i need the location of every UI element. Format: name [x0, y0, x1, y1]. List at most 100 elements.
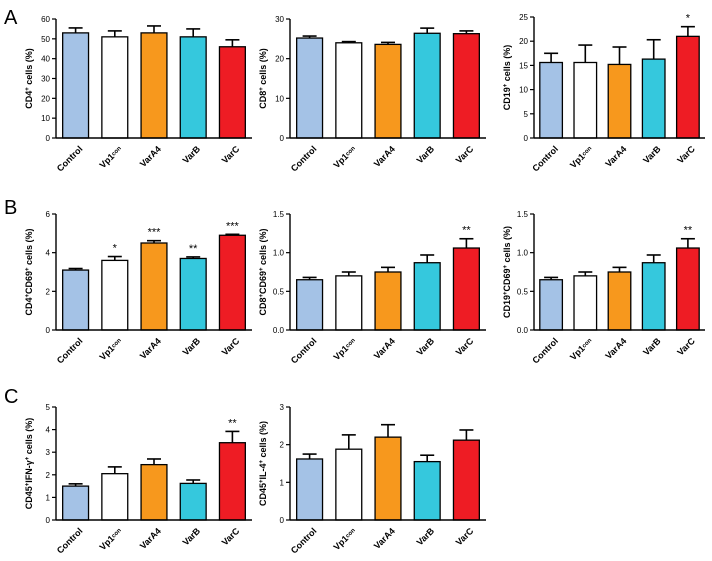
- category-label: Control: [289, 336, 319, 366]
- y-tick-label: 30: [275, 15, 284, 24]
- chart-6: Control Vp1con VarA4 VarB ** VarC 0.0 0.5 1.0 1.5…: [502, 210, 705, 366]
- category-label: Vp1con: [331, 144, 358, 171]
- bar-varc: [675, 247, 700, 331]
- bar-vp1con: [101, 473, 129, 521]
- chart-3: Control Vp1con VarA4 VarB * VarC 0 5 10 15 20 25 CD1…: [502, 13, 705, 174]
- chart-2: Control Vp1con VarA4 VarB VarC 0 10 20 30 CD8+ ce…: [258, 15, 486, 174]
- category-label: VarC: [454, 336, 476, 358]
- chart-7: Control Vp1con VarA4 VarB ** VarC 0 1 2 3 4 5 CD45+I…: [24, 403, 252, 556]
- bar-control: [62, 269, 90, 331]
- category-label: VarC: [454, 526, 476, 548]
- y-axis-title: CD4+CD69+ cells (%): [24, 228, 34, 315]
- y-tick-label: 2: [46, 287, 51, 296]
- chart-1: Control Vp1con VarA4 VarB VarC 0 10 20 30 40 50 60 C…: [24, 15, 252, 174]
- significance-label: *: [113, 243, 118, 255]
- y-tick-label: 1.5: [517, 210, 529, 219]
- bar-vara4: [140, 463, 168, 521]
- panel-letter-a: A: [4, 7, 18, 29]
- bar-varc: [218, 46, 246, 139]
- bar-varc: [218, 234, 246, 331]
- y-tick-label: 0.5: [517, 287, 529, 296]
- category-label: VarC: [220, 144, 242, 166]
- bar-varb: [179, 257, 207, 331]
- y-tick-label: 0: [280, 516, 285, 525]
- category-label: Control: [55, 526, 85, 556]
- category-label: VarB: [641, 144, 663, 166]
- y-tick-label: 20: [41, 94, 50, 103]
- bar-control: [296, 37, 324, 139]
- category-label: Control: [289, 526, 319, 556]
- category-label: Vp1con: [97, 526, 124, 553]
- bar-varb: [179, 36, 207, 139]
- category-label: VarC: [220, 336, 242, 358]
- y-tick-label: 4: [46, 249, 51, 258]
- bar-vara4: [140, 32, 168, 139]
- y-tick-label: 15: [519, 61, 528, 70]
- category-label: VarA4: [138, 526, 163, 551]
- bar-vara4: [374, 43, 402, 139]
- bar-control: [539, 279, 564, 331]
- bar-vp1con: [101, 36, 129, 139]
- y-tick-label: 40: [41, 55, 50, 64]
- category-label: VarB: [181, 144, 203, 166]
- category-label: VarA4: [603, 144, 628, 169]
- chart-4: Control * Vp1con *** VarA4 ** VarB *** VarC 0 2 4 6 C…: [24, 210, 252, 366]
- category-label: Control: [530, 336, 560, 366]
- significance-label: **: [228, 417, 237, 429]
- category-label: VarC: [675, 336, 697, 358]
- y-tick-label: 1: [46, 493, 51, 502]
- chart-8: Control Vp1con VarA4 VarB VarC 0 1 2 3 CD45+IL-4+…: [258, 403, 486, 556]
- y-tick-label: 0.0: [517, 326, 529, 335]
- y-tick-label: 2: [46, 471, 51, 480]
- chart-5: Control Vp1con VarA4 VarB ** VarC 0.0 0.5 1.0 1.5…: [258, 210, 486, 366]
- category-label: Vp1con: [331, 336, 358, 363]
- y-tick-label: 10: [41, 114, 50, 123]
- bar-varb: [413, 32, 441, 139]
- y-axis-title: CD8+CD69+ cells (%): [258, 228, 268, 315]
- bar-varc: [452, 247, 480, 331]
- panel-letter-c: C: [4, 386, 18, 408]
- bar-control: [296, 458, 324, 521]
- significance-label: ***: [148, 227, 162, 239]
- y-tick-label: 0: [524, 134, 529, 143]
- category-label: Control: [55, 336, 85, 366]
- bar-vara4: [607, 63, 632, 139]
- y-tick-label: 0.5: [273, 287, 285, 296]
- y-tick-label: 10: [275, 94, 284, 103]
- bar-control: [539, 61, 564, 139]
- y-tick-label: 3: [280, 403, 285, 412]
- category-label: Control: [530, 144, 560, 174]
- category-label: VarA4: [138, 144, 163, 169]
- category-label: Vp1con: [97, 336, 124, 363]
- y-tick-label: 1.0: [273, 249, 285, 258]
- category-label: VarA4: [372, 144, 397, 169]
- bar-vp1con: [573, 61, 598, 139]
- bar-varb: [179, 482, 207, 521]
- bar-vp1con: [335, 42, 363, 139]
- category-label: VarB: [415, 336, 437, 358]
- bar-varc: [218, 442, 246, 521]
- bar-vara4: [607, 271, 632, 331]
- y-tick-label: 0: [46, 326, 51, 335]
- bar-vp1con: [101, 259, 129, 331]
- y-tick-label: 2: [280, 441, 285, 450]
- bar-vp1con: [335, 448, 363, 521]
- significance-label: ***: [226, 220, 240, 232]
- y-tick-label: 25: [519, 13, 528, 22]
- y-tick-label: 5: [46, 403, 51, 412]
- y-axis-title: CD8+ cells (%): [258, 48, 268, 109]
- y-axis-title: CD4+ cells (%): [24, 48, 34, 109]
- y-tick-label: 5: [524, 110, 529, 119]
- significance-label: **: [462, 225, 471, 237]
- bar-control: [62, 32, 90, 139]
- bar-varc: [675, 35, 700, 139]
- bar-vp1con: [335, 275, 363, 331]
- significance-label: **: [684, 225, 693, 237]
- y-tick-label: 30: [41, 75, 50, 84]
- bar-control: [296, 279, 324, 331]
- y-tick-label: 0: [46, 134, 51, 143]
- category-label: VarA4: [372, 526, 397, 551]
- y-tick-label: 3: [46, 448, 51, 457]
- y-axis-title: CD19+ cells (%): [502, 45, 512, 111]
